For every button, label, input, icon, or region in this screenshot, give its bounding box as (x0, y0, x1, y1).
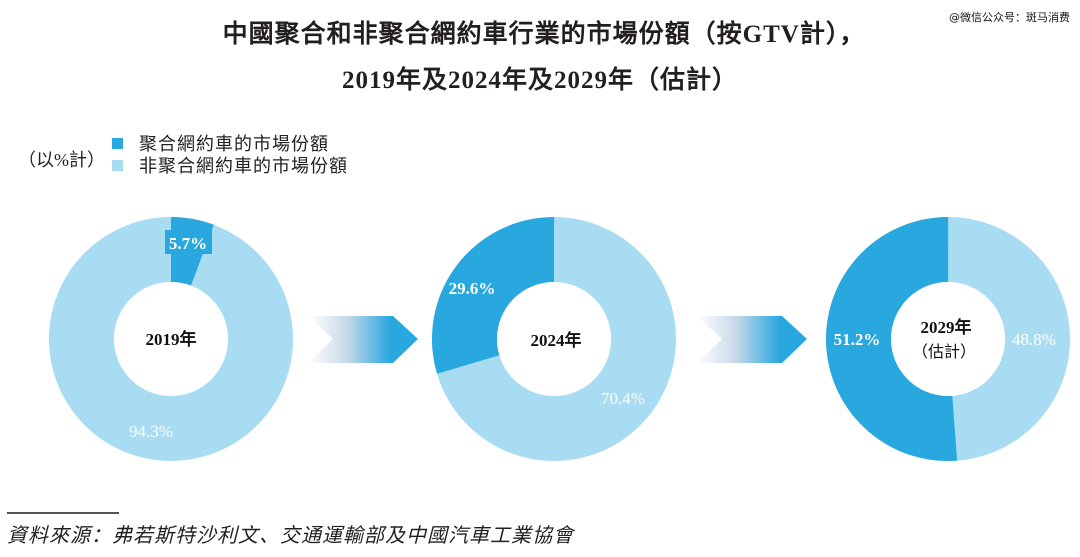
label-2019-agg: 5.7% (169, 234, 207, 253)
label-bg-2019-agg (165, 230, 212, 254)
watermark: @微信公众号：斑马消费 (949, 11, 1070, 24)
legend-label-aggregated: 聚合網約車的市場份額 (139, 134, 329, 154)
legend-label-non-aggregated: 非聚合網約車的市場份額 (139, 156, 348, 176)
arrow-right-icon (697, 316, 807, 363)
slice-2024-aggregated (431, 217, 676, 461)
legend-item-aggregated: 聚合網約車的市場份額 (112, 132, 348, 154)
unit-label: （以%計） (18, 150, 105, 170)
label-2029-non: 48.8% (1012, 330, 1056, 349)
label-2024-agg: 29.6% (449, 279, 496, 298)
donut-hole-2019 (114, 282, 228, 396)
source-note: 資料來源：弗若斯特沙利文、交通運輸部及中國汽車工業協會 (7, 525, 574, 547)
chart-title-line1: 中國聚合和非聚合網約車行業的市場份額（按GTV計）， (222, 21, 866, 48)
donut-2024: 29.6% 70.4% 2024年 (431, 217, 676, 461)
label-2029-agg: 51.2% (834, 330, 881, 349)
slice-2029-aggregated (826, 217, 1070, 461)
center-label-2019: 2019年 (146, 329, 197, 349)
legend: 聚合網約車的市場份額 非聚合網約車的市場份額 (112, 132, 348, 176)
donut-2019: 5.7% 94.3% 2019年 (49, 217, 293, 461)
center-label-2029-estimate: （估計） (912, 343, 976, 361)
donut-2029: 51.2% 48.8% 2029年 （估計） (826, 217, 1070, 461)
chart-title-line2: 2019年及2024年及2029年（估計） (341, 67, 738, 94)
label-2024-non: 70.4% (601, 389, 645, 408)
arrow-right-icon (308, 316, 418, 363)
center-label-2029-year: 2029年 (921, 317, 972, 337)
donut-hole-2029 (891, 282, 1005, 396)
source-divider (7, 512, 119, 514)
donut-hole-2024 (497, 282, 611, 396)
legend-item-non-aggregated: 非聚合網約車的市場份額 (112, 154, 348, 176)
label-2019-non: 94.3% (129, 422, 173, 441)
legend-swatch-non-aggregated (112, 159, 123, 171)
center-label-2024: 2024年 (531, 330, 582, 350)
legend-swatch-aggregated (112, 137, 123, 149)
